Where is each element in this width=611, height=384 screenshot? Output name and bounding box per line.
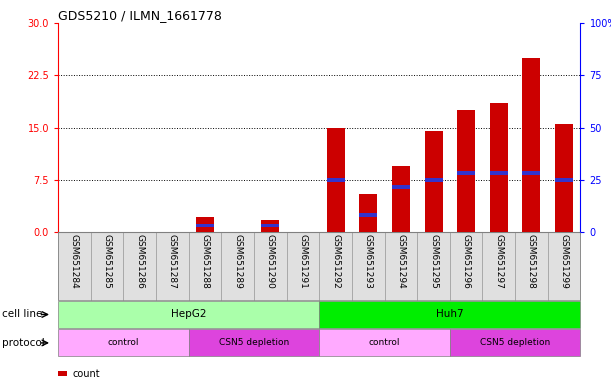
Text: Huh7: Huh7 xyxy=(436,310,464,319)
Bar xyxy=(196,217,214,232)
Bar xyxy=(490,103,508,232)
Bar xyxy=(555,124,573,232)
Bar xyxy=(196,223,214,227)
Bar xyxy=(425,131,442,232)
Text: protocol: protocol xyxy=(2,338,45,348)
Bar xyxy=(392,166,410,232)
Text: control: control xyxy=(369,338,400,348)
Bar xyxy=(490,171,508,175)
Bar xyxy=(327,127,345,232)
Bar xyxy=(522,58,541,232)
Text: GDS5210 / ILMN_1661778: GDS5210 / ILMN_1661778 xyxy=(58,9,222,22)
Text: count: count xyxy=(72,369,100,379)
Bar xyxy=(359,194,377,232)
Bar xyxy=(425,178,442,182)
Bar xyxy=(359,213,377,217)
Text: HepG2: HepG2 xyxy=(171,310,207,319)
Bar xyxy=(262,223,279,227)
Bar xyxy=(522,171,541,175)
Text: control: control xyxy=(108,338,139,348)
Bar xyxy=(555,178,573,182)
Bar xyxy=(457,171,475,175)
Bar xyxy=(327,178,345,182)
Text: cell line: cell line xyxy=(2,310,42,319)
Bar xyxy=(392,185,410,189)
Bar xyxy=(262,220,279,232)
Text: CSN5 depletion: CSN5 depletion xyxy=(480,338,551,348)
Text: CSN5 depletion: CSN5 depletion xyxy=(219,338,289,348)
Bar xyxy=(457,110,475,232)
